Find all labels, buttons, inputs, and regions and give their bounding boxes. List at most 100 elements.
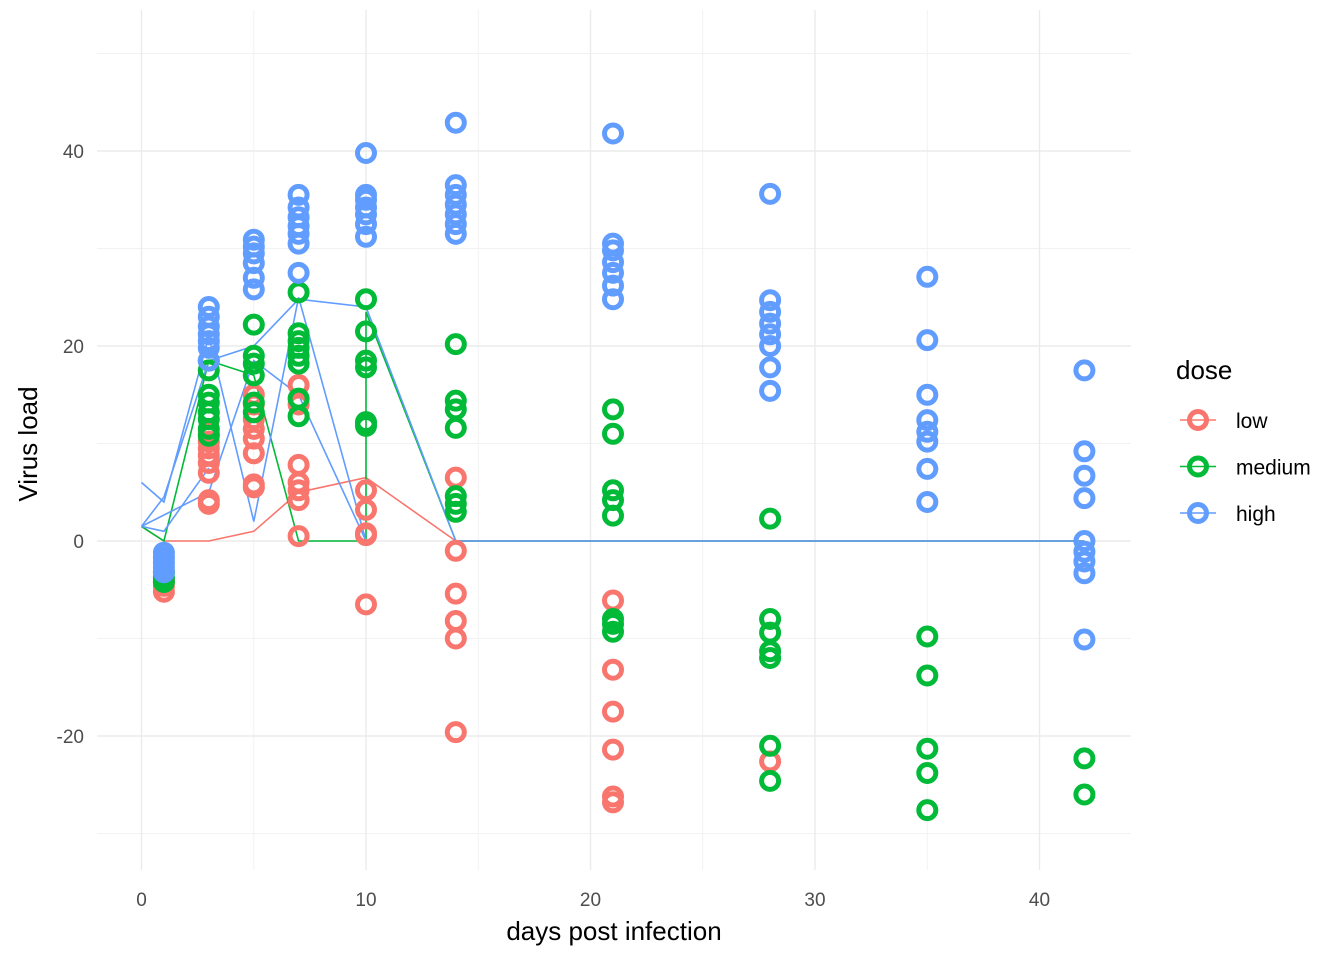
data-point-low <box>444 610 467 632</box>
data-point-high <box>602 288 624 311</box>
data-point-medium <box>287 387 310 410</box>
data-point-low <box>287 374 310 396</box>
data-point-low <box>287 525 310 548</box>
data-point-high <box>602 274 624 297</box>
x-axis-title: days post infection <box>506 916 721 946</box>
data-point-low <box>355 479 377 502</box>
data-point-medium <box>197 391 220 414</box>
data-point-medium <box>242 364 265 387</box>
x-tick-label: 10 <box>355 890 376 911</box>
data-point-high <box>1073 540 1096 563</box>
series-line-high <box>141 467 210 533</box>
data-point-high <box>287 183 310 206</box>
data-point-medium <box>759 621 782 644</box>
series-line-low <box>141 476 1085 542</box>
data-point-medium <box>602 398 624 421</box>
data-point-high <box>355 183 377 206</box>
data-point-high <box>602 232 624 255</box>
data-point-medium <box>444 492 467 515</box>
legend-key-symbol <box>1187 502 1209 524</box>
data-point-low <box>602 785 624 808</box>
data-point-medium <box>444 389 467 412</box>
data-point-low <box>355 524 377 547</box>
data-point-high <box>759 182 782 205</box>
data-point-high <box>197 305 220 328</box>
legend-label: medium <box>1236 457 1311 480</box>
data-point-high <box>916 265 939 288</box>
data-point-high <box>916 457 939 480</box>
data-point-medium <box>355 349 377 372</box>
data-point-high <box>916 430 939 453</box>
data-point-low <box>602 738 624 761</box>
series-line-high <box>141 359 367 542</box>
x-tick-label: 40 <box>1029 890 1050 911</box>
data-point-low <box>602 700 624 723</box>
data-point-low <box>444 466 467 489</box>
data-point-high <box>602 261 624 284</box>
data-point-medium <box>602 422 624 445</box>
legend-label: low <box>1236 410 1268 433</box>
data-point-high <box>287 196 310 219</box>
data-point-medium <box>916 737 939 760</box>
data-point-low <box>444 582 467 605</box>
data-point-high <box>242 228 265 251</box>
data-point-medium <box>242 352 265 375</box>
data-point-high <box>287 206 310 229</box>
data-point-medium <box>602 620 624 643</box>
data-point-medium <box>197 383 220 406</box>
x-tick-label: 30 <box>804 890 825 911</box>
x-tick-label: 20 <box>580 890 601 911</box>
data-point-medium <box>602 479 624 502</box>
data-point-high <box>152 541 175 564</box>
data-point-low <box>242 427 265 450</box>
data-point-medium <box>287 322 310 345</box>
data-point-low <box>287 453 310 476</box>
data-point-medium <box>444 416 467 439</box>
grid-major <box>97 10 1131 870</box>
data-point-medium <box>197 359 220 382</box>
data-point-medium <box>444 398 467 421</box>
data-point-high <box>1073 487 1096 510</box>
data-point-medium <box>1073 747 1096 770</box>
y-tick-label: 40 <box>63 142 84 163</box>
data-point-medium <box>242 401 265 424</box>
data-point-high <box>444 183 467 206</box>
data-point-high <box>287 261 310 284</box>
data-point-high <box>1073 562 1096 585</box>
data-point-high <box>1073 550 1096 573</box>
data-point-medium <box>444 485 467 508</box>
data-point-high <box>916 409 939 432</box>
data-point-high <box>1073 628 1096 651</box>
y-axis-title: Virus load <box>13 386 43 501</box>
data-point-high <box>242 278 265 301</box>
data-point-low <box>602 589 624 612</box>
legend-item-low: low <box>1180 409 1268 433</box>
data-point-high <box>916 491 939 513</box>
data-point-high <box>759 335 782 357</box>
data-point-high <box>355 196 377 219</box>
data-point-high <box>1073 359 1096 382</box>
legend-key-symbol <box>1187 455 1209 478</box>
data-point-medium <box>759 769 782 792</box>
data-point-low <box>197 492 220 515</box>
legend-item-high: high <box>1180 502 1276 526</box>
data-point-medium <box>602 489 624 512</box>
data-point-medium <box>444 333 467 356</box>
data-point-high <box>1073 464 1096 487</box>
data-point-medium <box>242 313 265 336</box>
data-point-high <box>759 289 782 312</box>
legend-label: high <box>1236 503 1276 526</box>
data-point-medium <box>759 734 782 757</box>
data-point-high <box>916 383 939 406</box>
data-point-high <box>1073 530 1096 552</box>
data-point-medium <box>287 405 310 428</box>
data-point-medium <box>916 799 939 822</box>
data-point-low <box>355 593 377 616</box>
data-point-high <box>602 122 624 145</box>
data-point-medium <box>355 411 377 434</box>
data-point-low <box>444 721 467 744</box>
data-point-high <box>444 111 467 134</box>
data-point-high <box>916 329 939 352</box>
data-point-high <box>759 323 782 346</box>
